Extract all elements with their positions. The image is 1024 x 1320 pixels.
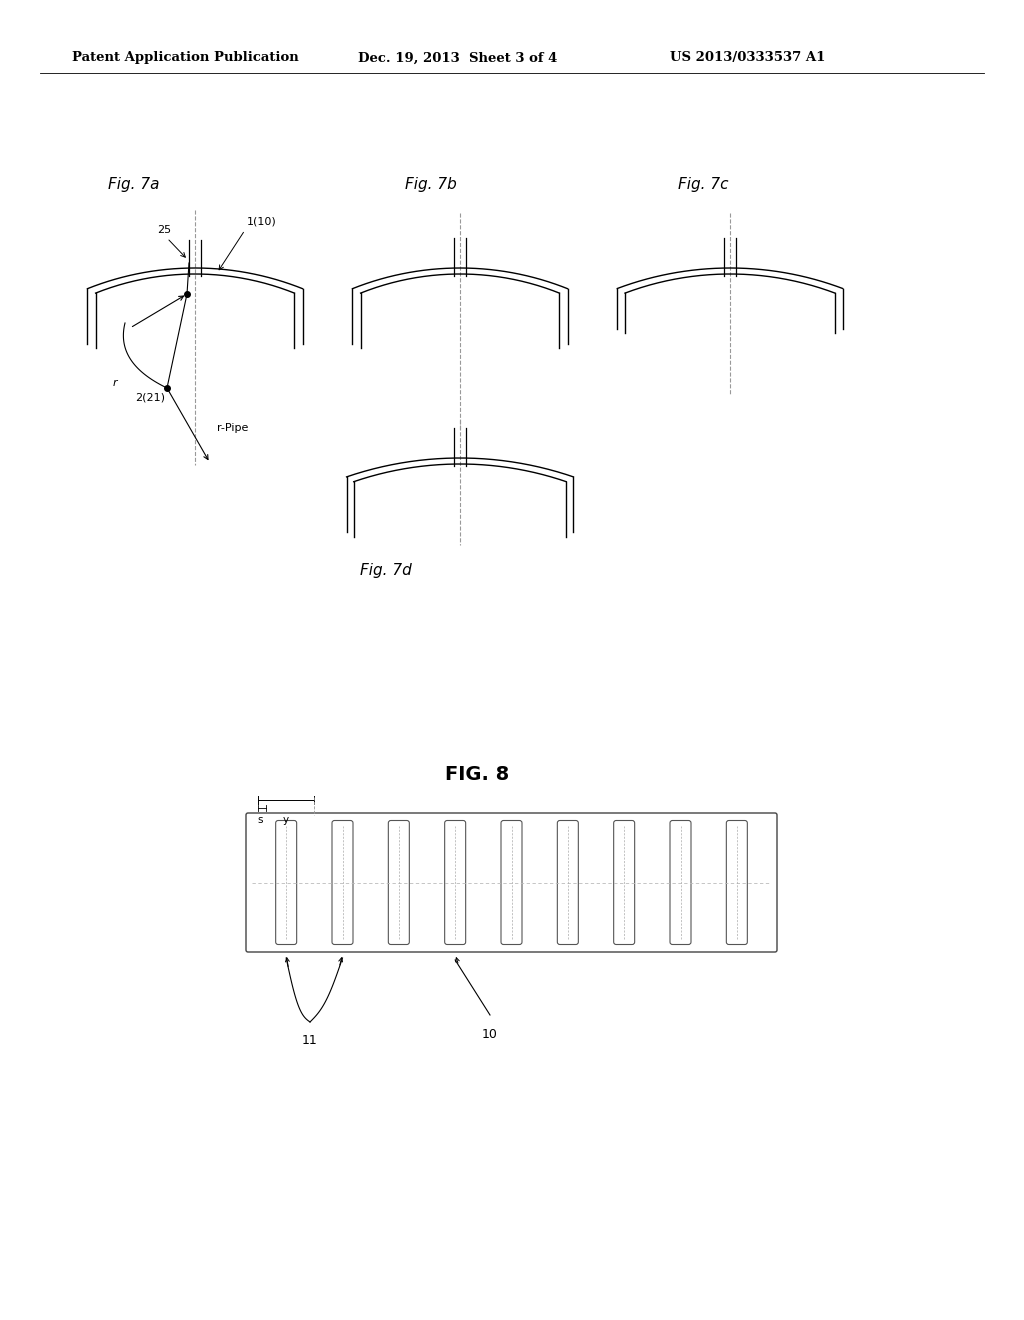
Text: 10: 10 xyxy=(482,1028,498,1041)
FancyBboxPatch shape xyxy=(670,821,691,945)
Text: Fig. 7c: Fig. 7c xyxy=(678,177,728,193)
Text: r: r xyxy=(113,378,118,388)
Text: 1(10): 1(10) xyxy=(247,216,276,227)
Text: Dec. 19, 2013  Sheet 3 of 4: Dec. 19, 2013 Sheet 3 of 4 xyxy=(358,51,557,65)
FancyBboxPatch shape xyxy=(246,813,777,952)
Text: 11: 11 xyxy=(302,1034,317,1047)
Text: Fig. 7a: Fig. 7a xyxy=(108,177,160,193)
FancyBboxPatch shape xyxy=(613,821,635,945)
FancyBboxPatch shape xyxy=(332,821,353,945)
Text: 2(21): 2(21) xyxy=(135,393,165,403)
Text: s: s xyxy=(257,814,263,825)
FancyBboxPatch shape xyxy=(501,821,522,945)
FancyBboxPatch shape xyxy=(444,821,466,945)
Text: US 2013/0333537 A1: US 2013/0333537 A1 xyxy=(670,51,825,65)
FancyBboxPatch shape xyxy=(726,821,748,945)
Text: Fig. 7b: Fig. 7b xyxy=(406,177,457,193)
FancyBboxPatch shape xyxy=(557,821,579,945)
Text: FIG. 8: FIG. 8 xyxy=(445,766,509,784)
Text: 25: 25 xyxy=(157,224,171,235)
Text: Patent Application Publication: Patent Application Publication xyxy=(72,51,299,65)
Text: y: y xyxy=(283,814,289,825)
Text: Fig. 7d: Fig. 7d xyxy=(360,562,412,578)
Text: r-Pipe: r-Pipe xyxy=(217,422,249,433)
FancyBboxPatch shape xyxy=(275,821,297,945)
FancyBboxPatch shape xyxy=(388,821,410,945)
